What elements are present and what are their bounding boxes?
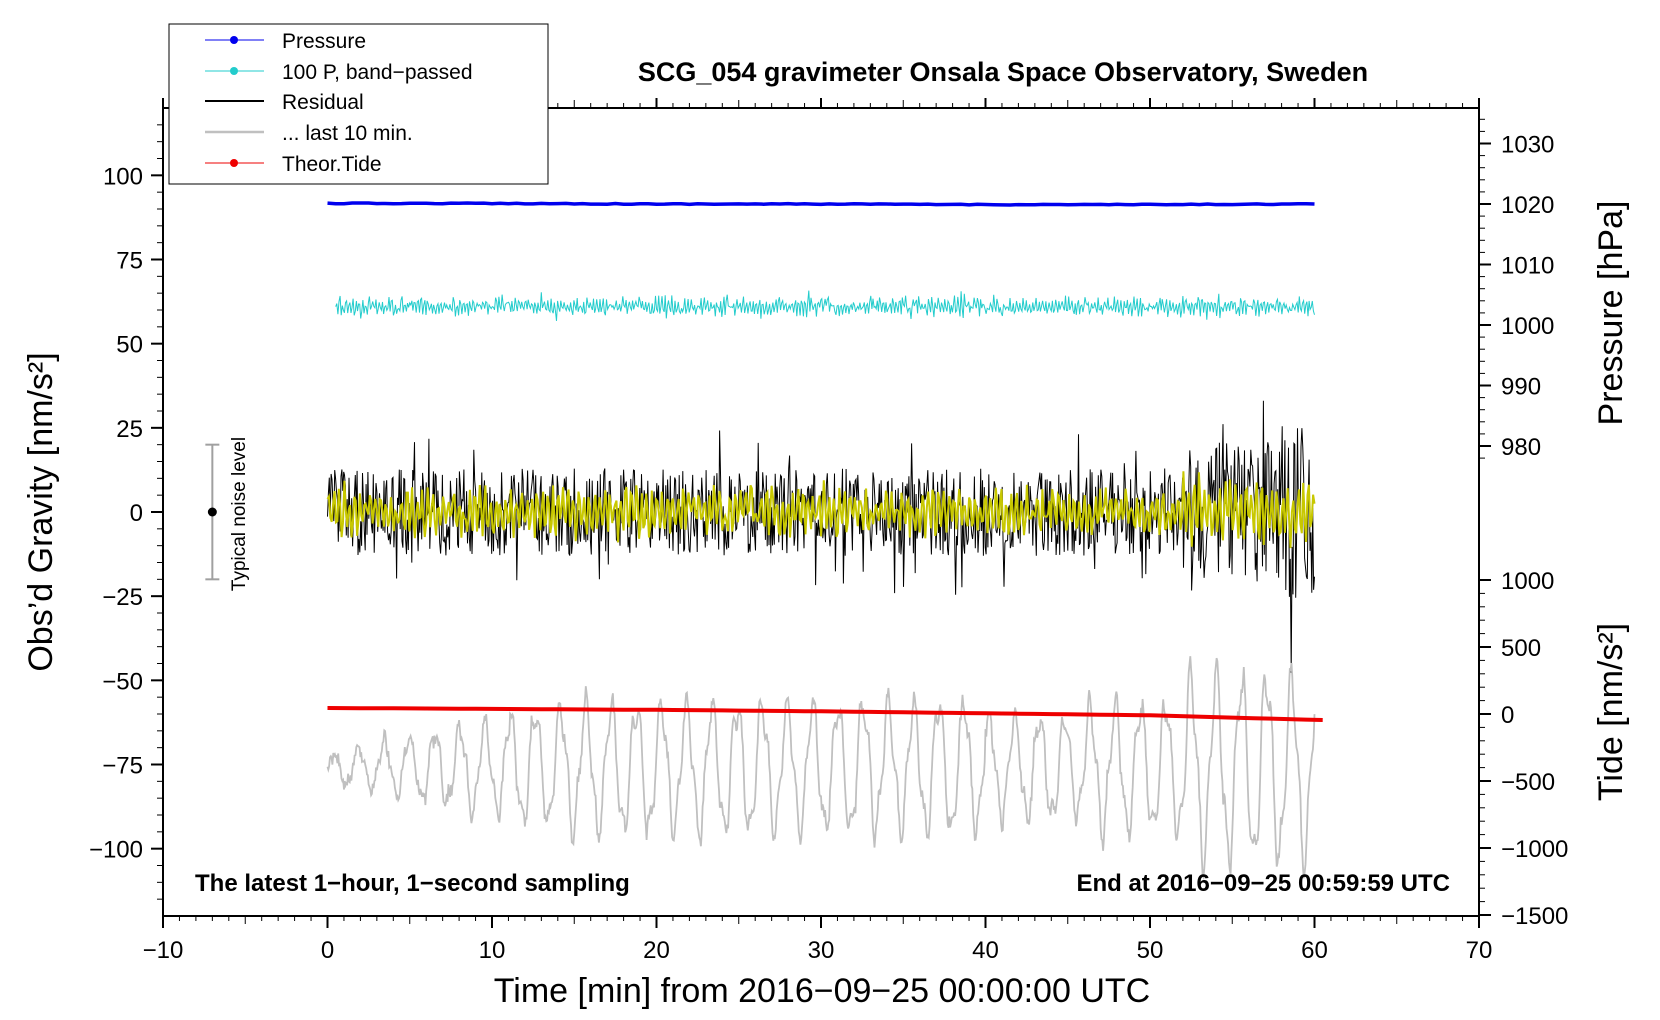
y-tick-label-8: −100 (89, 837, 143, 864)
legend-label-last10: ... last 10 min. (282, 122, 413, 145)
x-tick-label-8: 70 (1466, 937, 1493, 964)
pressure-tick-label-3: 1000 (1501, 313, 1554, 340)
y-tick-label-3: 25 (116, 416, 143, 443)
legend-dot-bandpassed (230, 67, 238, 75)
y-tick-label-4: 0 (130, 500, 143, 527)
x-tick-label-7: 60 (1301, 937, 1328, 964)
legend-box (168, 23, 549, 185)
chart-title: SCG_054 gravimeter Onsala Space Observat… (638, 57, 1368, 87)
y-tick-label-1: 75 (116, 248, 143, 275)
x-tick-label-1: 0 (321, 937, 334, 964)
series-last10 (326, 656, 1316, 881)
y-tick-label-6: −50 (102, 668, 143, 695)
x-axis-title: Time [min] from 2016−09−25 00:00:00 UTC (494, 972, 1150, 1010)
x-tick-label-0: −10 (143, 937, 184, 964)
noise-indicator: Typical noise level (205, 437, 250, 591)
legend-label-pressure: Pressure (282, 30, 366, 53)
legend-label-tide: Theor.Tide (282, 153, 382, 176)
y-axis-title-tide: Tide [nm/s²] (1592, 623, 1630, 801)
x-tick-label-3: 20 (643, 937, 670, 964)
tide-tick-label-2: 0 (1501, 702, 1514, 729)
y-axis-title-pressure: Pressure [hPa] (1592, 201, 1630, 426)
pressure-tick-label-0: 1030 (1501, 132, 1554, 159)
x-tick-label-2: 10 (479, 937, 506, 964)
series-tide (327, 706, 1323, 722)
tide-tick-label-5: −1500 (1501, 903, 1568, 930)
annotation-end-time: End at 2016−09−25 00:59:59 UTC (1076, 870, 1450, 897)
x-tick-label-5: 40 (972, 937, 999, 964)
series-bandpassed (335, 290, 1315, 321)
legend-label-residual: Residual (282, 91, 364, 114)
y-tick-label-2: 50 (116, 332, 143, 359)
legend-dot-pressure (230, 36, 238, 44)
y-tick-label-5: −25 (102, 584, 143, 611)
pressure-tick-label-5: 980 (1501, 434, 1541, 461)
y-tick-label-0: 100 (103, 163, 143, 190)
tide-tick-label-4: −1000 (1501, 836, 1568, 863)
pressure-tick-label-4: 990 (1501, 374, 1541, 401)
y-axis-title-left: Obs’d Gravity [nm/s²] (22, 352, 60, 671)
tide-tick-label-3: −500 (1501, 769, 1555, 796)
x-tick-label-6: 50 (1137, 937, 1164, 964)
noise-label: Typical noise level (229, 437, 250, 591)
series-residual-filtered (326, 471, 1316, 549)
legend-dot-tide (230, 159, 238, 167)
annotation-sampling: The latest 1−hour, 1−second sampling (195, 870, 630, 897)
y-tick-label-7: −75 (102, 753, 143, 780)
tide-tick-label-1: 500 (1501, 635, 1541, 662)
series-pressure (327, 201, 1315, 207)
pressure-tick-label-1: 1020 (1501, 192, 1554, 219)
series-residual (327, 400, 1315, 673)
tide-tick-label-0: 1000 (1501, 568, 1554, 595)
legend: Pressure 100 P, band−passed Residual ...… (168, 23, 549, 185)
x-tick-label-4: 30 (808, 937, 835, 964)
pressure-tick-label-2: 1010 (1501, 253, 1554, 280)
legend-label-bandpassed: 100 P, band−passed (282, 61, 473, 84)
